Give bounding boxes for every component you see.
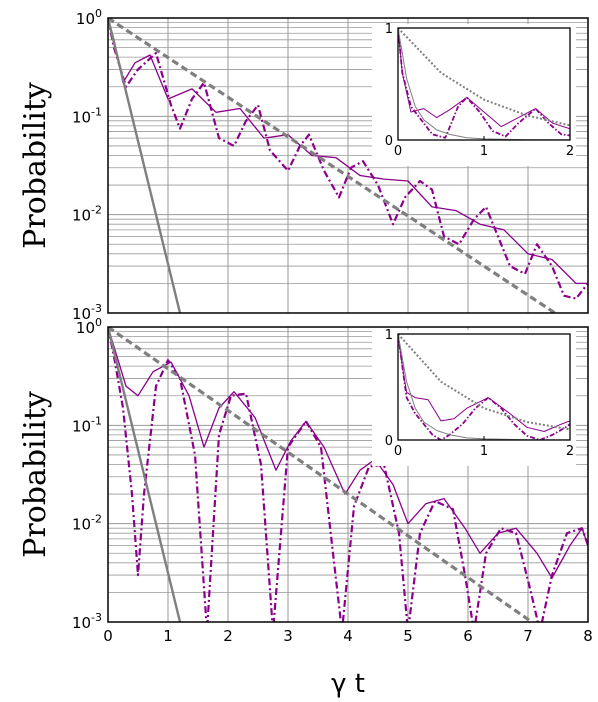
x-tick-label: 1 xyxy=(163,627,173,645)
y-tick-label: 10-3 xyxy=(72,611,102,632)
y-tick-label: 10-2 xyxy=(72,513,102,534)
axes-frame xyxy=(107,326,589,623)
y-tick-label: 100 xyxy=(76,7,102,28)
inset-series-line-solid-gray xyxy=(398,28,570,140)
x-tick-label: 5 xyxy=(403,627,413,645)
inset-background xyxy=(372,24,576,166)
y-tick-base: 10 xyxy=(76,10,95,28)
y-tick-base: 10 xyxy=(72,516,91,534)
inset-y-tick-label: 0 xyxy=(385,134,393,149)
y-tick-base: 10 xyxy=(76,319,95,337)
series-line-dashdot-purple xyxy=(108,18,588,300)
inset-series-line-solid-gray xyxy=(398,334,570,440)
inset-x-tick-label: 2 xyxy=(566,144,574,159)
x-tick-label: 8 xyxy=(583,627,593,645)
x-tick-label: 0 xyxy=(103,627,113,645)
inset-y-tick-label: 0 xyxy=(385,434,393,449)
x-axis-label: γ t xyxy=(331,669,365,699)
inset-series-line-dashdot-purple xyxy=(398,28,570,139)
inset-x-tick-label: 1 xyxy=(480,444,488,459)
inset-series-line-dashed-gray xyxy=(398,28,570,127)
y-tick-label: 100 xyxy=(76,316,102,337)
y-tick-exponent: -2 xyxy=(91,204,102,217)
y-tick-label: 10-1 xyxy=(72,414,102,435)
series-line-solid-purple xyxy=(108,18,588,285)
inset-series-group xyxy=(398,28,570,140)
y-tick-label: 10-2 xyxy=(72,204,102,225)
y-tick-exponent: -1 xyxy=(91,105,102,118)
y-tick-base: 10 xyxy=(72,417,91,435)
series-group xyxy=(108,18,588,313)
inset-background xyxy=(372,330,576,466)
inset-x-tick-label: 0 xyxy=(394,444,402,459)
y-tick-base: 10 xyxy=(72,614,91,632)
series-line-solid-purple xyxy=(108,327,588,579)
x-tick-label: 3 xyxy=(283,627,293,645)
series-line-dashed-gray xyxy=(108,18,558,313)
y-tick-base: 10 xyxy=(72,305,91,323)
inset-top: 0 1 2 0 1 xyxy=(372,22,576,166)
y-tick-exponent: -3 xyxy=(91,302,102,315)
y-tick-exponent: -3 xyxy=(91,611,102,624)
series-line-dashdot-purple xyxy=(108,327,588,622)
x-tick-label: 2 xyxy=(223,627,233,645)
x-tick-label: 4 xyxy=(343,627,353,645)
y-tick-base: 10 xyxy=(72,108,91,126)
inset-x-tick-label: 2 xyxy=(566,444,574,459)
inset-series-line-solid-purple xyxy=(398,28,570,130)
inset-series-group xyxy=(398,334,570,440)
y-axis-label: Probability xyxy=(18,82,53,249)
y-tick-base: 10 xyxy=(72,207,91,225)
y-tick-exponent: 0 xyxy=(95,316,102,329)
y-tick-label: 10-1 xyxy=(72,105,102,126)
y-tick-exponent: -2 xyxy=(91,513,102,526)
inset-bottom: 0 1 2 0 1 xyxy=(372,328,576,466)
y-axis-label: Probability xyxy=(18,391,53,558)
y-tick-exponent: 0 xyxy=(95,7,102,20)
inset-y-tick-label: 1 xyxy=(385,22,393,37)
inset-x-tick-label: 1 xyxy=(480,144,488,159)
x-tick-label: 6 xyxy=(463,627,473,645)
inset-y-tick-label: 1 xyxy=(385,328,393,343)
series-line-solid-gray xyxy=(108,18,182,313)
inset-series-line-solid-purple xyxy=(398,334,570,432)
series-group xyxy=(108,327,588,622)
x-tick-label: 7 xyxy=(523,627,533,645)
inset-x-tick-label: 0 xyxy=(394,144,402,159)
series-line-solid-gray xyxy=(108,327,182,622)
inset-series-line-dashdot-purple xyxy=(398,334,570,440)
y-tick-exponent: -1 xyxy=(91,414,102,427)
axes-frame xyxy=(107,17,589,314)
y-tick-label: 10-3 xyxy=(72,302,102,323)
series-line-dashed-gray xyxy=(108,327,535,622)
